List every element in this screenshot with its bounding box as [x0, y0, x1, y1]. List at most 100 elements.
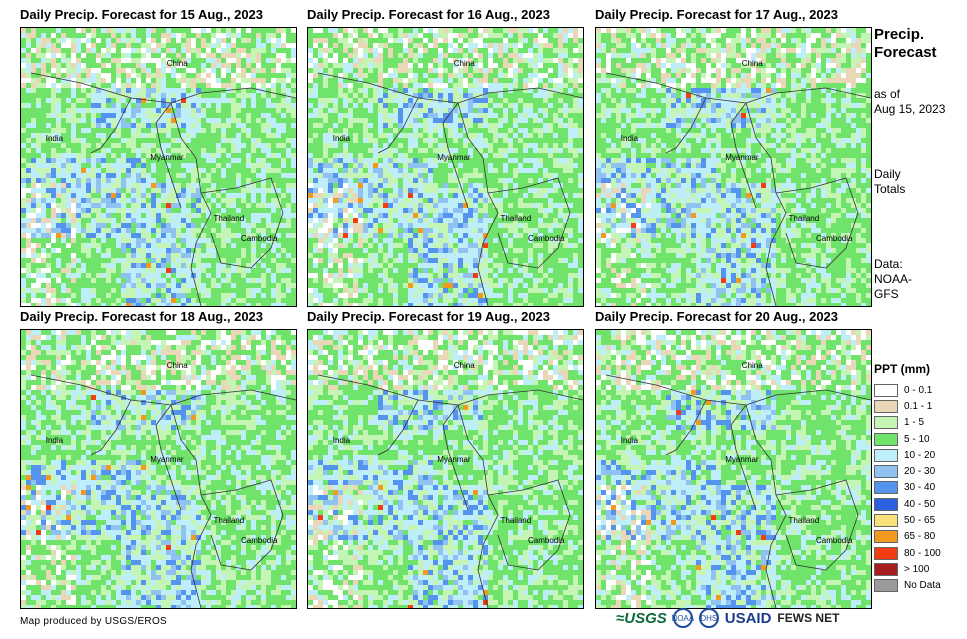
legend-label: 80 - 100 [904, 547, 941, 559]
legend-swatch [874, 481, 898, 495]
country-borders [30, 72, 296, 306]
legend-item: No Data [874, 578, 941, 594]
precip-map: China India Myanmar Thailand Cambodia [307, 329, 584, 609]
legend-swatch [874, 530, 898, 544]
map-label-myanmar: Myanmar [725, 455, 759, 465]
usaid-logo: USAID [724, 609, 772, 627]
map-label-thailand: Thailand [788, 214, 820, 224]
map-label-cambodia: Cambodia [528, 233, 565, 243]
legend-label: 65 - 80 [904, 531, 936, 543]
legend-item: 20 - 30 [874, 463, 941, 479]
precip-map: China India Myanmar Thailand Cambodia [595, 27, 872, 307]
precip-raster [596, 28, 871, 306]
precip-raster [596, 330, 871, 608]
legend-item: 0 - 0.1 [874, 382, 941, 398]
map-label-thailand: Thailand [213, 214, 245, 224]
legend-label: 10 - 20 [904, 449, 936, 461]
panel-title: Daily Precip. Forecast for 20 Aug., 2023 [595, 309, 839, 324]
legend-swatch [874, 514, 898, 528]
map-label-china: China [453, 58, 475, 68]
map-label-myanmar: Myanmar [150, 153, 184, 163]
map-label-thailand: Thailand [500, 516, 532, 526]
sidebar-title: Precip. Forecast [874, 26, 937, 61]
map-label-myanmar: Myanmar [437, 153, 471, 163]
map-label-thailand: Thailand [500, 214, 532, 224]
map-label-china: China [741, 360, 763, 370]
legend-label: 40 - 50 [904, 498, 936, 510]
legend-item: 5 - 10 [874, 431, 941, 447]
map-label-india: India [620, 435, 639, 445]
legend-swatch [874, 579, 898, 593]
map-label-cambodia: Cambodia [241, 535, 278, 545]
map-label-myanmar: Myanmar [437, 455, 471, 465]
legend-label: No Data [904, 580, 941, 592]
map-credit: Map produced by USGS/EROS [20, 616, 168, 627]
map-label-china: China [741, 58, 763, 68]
country-borders [317, 72, 583, 306]
legend-item: > 100 [874, 561, 941, 577]
map-label-china: China [166, 360, 188, 370]
precip-legend: 0 - 0.1 0.1 - 1 1 - 5 5 - 10 10 - 20 20 - 30 3… [874, 382, 941, 594]
legend-item: 65 - 80 [874, 529, 941, 545]
legend-swatch [874, 399, 898, 413]
legend-swatch [874, 432, 898, 446]
fews-net-logo: FEWS NET [777, 611, 840, 625]
legend-title: PPT (mm) [874, 362, 931, 376]
precip-raster [308, 330, 583, 608]
legend-label: 20 - 30 [904, 466, 936, 478]
map-label-cambodia: Cambodia [816, 535, 853, 545]
precip-map: China India Myanmar Thailand Cambodia [20, 27, 297, 307]
map-label-cambodia: Cambodia [241, 233, 278, 243]
agency-logos: ≈USGS NOAA DHS USAID FEWS NET [616, 608, 839, 628]
legend-item: 30 - 40 [874, 480, 941, 496]
map-label-china: China [166, 58, 188, 68]
legend-label: 0 - 0.1 [904, 384, 933, 396]
legend-item: 40 - 50 [874, 496, 941, 512]
legend-swatch [874, 448, 898, 462]
as-of-date: as of Aug 15, 2023 [874, 87, 946, 116]
usgs-logo: ≈USGS [616, 609, 667, 627]
map-label-india: India [45, 435, 64, 445]
legend-label: 50 - 65 [904, 515, 936, 527]
country-borders [605, 72, 871, 306]
map-label-cambodia: Cambodia [816, 233, 853, 243]
legend-swatch [874, 546, 898, 560]
map-label-myanmar: Myanmar [725, 153, 759, 163]
panel-title: Daily Precip. Forecast for 17 Aug., 2023 [595, 7, 839, 22]
legend-swatch [874, 416, 898, 430]
legend-item: 10 - 20 [874, 447, 941, 463]
map-label-thailand: Thailand [788, 516, 820, 526]
country-borders [30, 374, 296, 608]
map-label-cambodia: Cambodia [528, 535, 565, 545]
data-source-note: Data: NOAA- GFS [874, 257, 913, 301]
map-label-thailand: Thailand [213, 516, 245, 526]
legend-item: 50 - 65 [874, 512, 941, 528]
legend-label: 1 - 5 [904, 417, 925, 429]
legend-swatch [874, 383, 898, 397]
precip-raster [21, 28, 296, 306]
legend-item: 80 - 100 [874, 545, 941, 561]
legend-item: 0.1 - 1 [874, 398, 941, 414]
legend-swatch [874, 497, 898, 511]
map-label-india: India [332, 435, 351, 445]
precip-raster [308, 28, 583, 306]
panel-title: Daily Precip. Forecast for 15 Aug., 2023 [20, 7, 264, 22]
legend-label: 5 - 10 [904, 433, 930, 445]
panel-title: Daily Precip. Forecast for 19 Aug., 2023 [307, 309, 551, 324]
dhs-seal: DHS [698, 608, 719, 628]
panel-title: Daily Precip. Forecast for 18 Aug., 2023 [20, 309, 264, 324]
daily-totals-note: Daily Totals [874, 167, 906, 196]
legend-swatch [874, 465, 898, 479]
map-label-india: India [45, 133, 64, 143]
legend-label: 0.1 - 1 [904, 400, 933, 412]
map-label-india: India [332, 133, 351, 143]
country-borders [317, 374, 583, 608]
map-label-myanmar: Myanmar [150, 455, 184, 465]
legend-label: > 100 [904, 563, 930, 575]
legend-swatch [874, 562, 898, 576]
map-label-india: India [620, 133, 639, 143]
precip-map: China India Myanmar Thailand Cambodia [307, 27, 584, 307]
panel-title: Daily Precip. Forecast for 16 Aug., 2023 [307, 7, 551, 22]
map-label-china: China [453, 360, 475, 370]
noaa-logo: NOAA [671, 608, 694, 628]
